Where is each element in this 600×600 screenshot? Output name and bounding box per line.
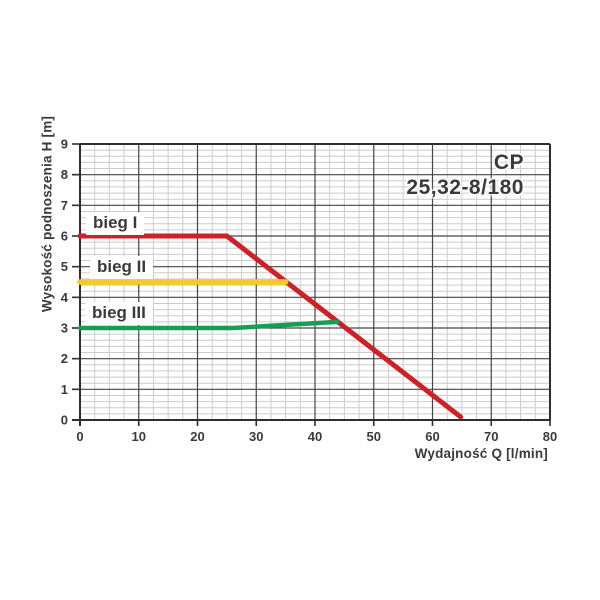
axes [72,143,551,426]
series-label-bieg-2: bieg II [90,256,154,279]
x-tick-label: 60 [425,429,439,444]
y-tick-label: 7 [61,198,68,213]
y-tick-label: 3 [61,321,68,336]
y-tick-label: 8 [61,167,68,182]
y-tick-label: 4 [61,290,69,305]
y-tick-label: 1 [61,382,68,397]
chart-title-model-number: 25,32-8/180 [406,176,524,199]
x-tick-label: 50 [367,429,381,444]
x-tick-label: 20 [190,429,204,444]
y-tick-labels: 0 1 2 3 4 5 6 7 8 9 [61,137,69,428]
y-tick-label: 5 [61,259,68,274]
x-tick-labels: 0 10 20 30 40 50 60 70 80 [76,429,557,444]
x-tick-label: 80 [543,429,557,444]
curve-bieg-i [77,233,464,420]
x-tick-label: 0 [76,429,83,444]
x-tick-label: 30 [249,429,263,444]
y-axis-title: Wysokość podnoszenia H [m] [39,115,55,313]
x-tick-label: 70 [484,429,498,444]
series-label-bieg-3: bieg III [85,302,153,325]
y-tick-label: 6 [61,229,68,244]
chart-title: CP 25,32-8/180 [406,150,524,200]
x-axis-title: Wydajność Q [l/min] [414,446,548,461]
x-tick-label: 40 [308,429,322,444]
y-tick-label: 2 [61,351,68,366]
y-tick-label: 0 [61,413,68,428]
chart-title-model-series: CP [493,151,524,174]
y-tick-label: 9 [61,137,68,152]
series-label-bieg-1: bieg I [86,212,145,235]
x-tick-label: 10 [132,429,146,444]
curve-bieg-iii [77,319,340,331]
